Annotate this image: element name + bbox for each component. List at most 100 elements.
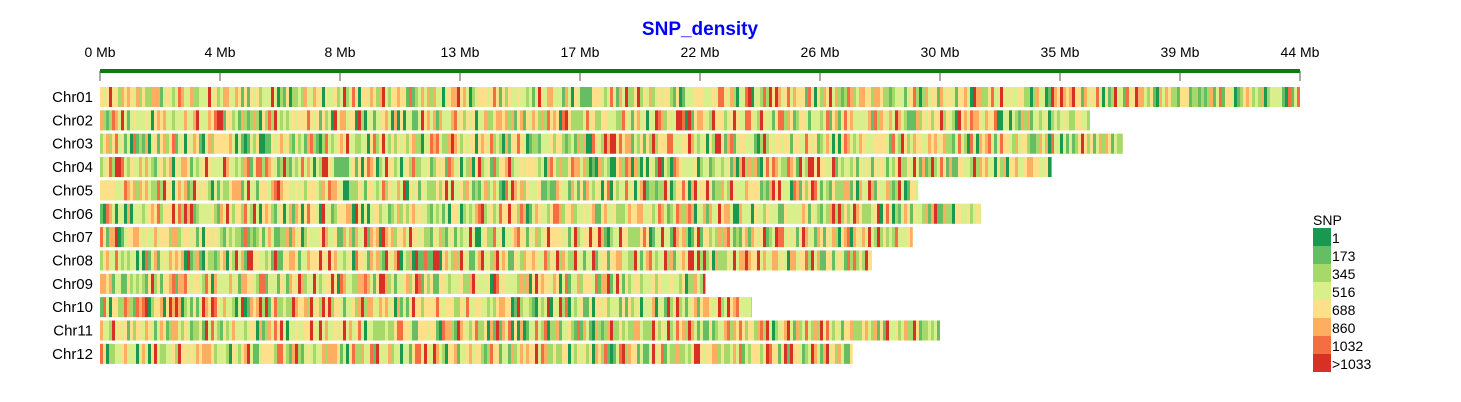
density-bin xyxy=(145,320,148,341)
density-bin xyxy=(778,133,781,154)
density-bin xyxy=(508,180,511,201)
density-bin xyxy=(892,87,895,107)
density-bin xyxy=(928,110,931,131)
density-bin xyxy=(181,250,184,271)
density-bin xyxy=(433,157,436,178)
density-bin xyxy=(385,273,388,294)
density-bin xyxy=(886,203,889,224)
density-bin xyxy=(949,203,952,224)
density-bin xyxy=(517,273,520,294)
density-bin xyxy=(631,203,634,224)
density-bin xyxy=(496,320,499,341)
density-bin xyxy=(562,180,565,201)
density-bin xyxy=(118,273,121,294)
density-bin xyxy=(427,227,430,248)
density-bin xyxy=(415,273,418,294)
density-bin xyxy=(910,180,913,201)
density-bin xyxy=(820,250,823,271)
density-bin xyxy=(553,250,556,271)
density-bin xyxy=(391,320,394,341)
density-bin xyxy=(448,203,451,224)
density-bin xyxy=(568,87,571,107)
density-bin xyxy=(601,157,604,178)
density-bin xyxy=(919,320,922,341)
density-bin xyxy=(598,110,601,131)
density-bin xyxy=(409,320,412,341)
density-bin xyxy=(259,157,262,178)
density-bin xyxy=(322,157,325,178)
density-bin xyxy=(316,157,319,178)
density-bin xyxy=(754,110,757,131)
density-bin xyxy=(868,157,871,178)
density-bin xyxy=(556,297,559,318)
density-bin xyxy=(730,203,733,224)
density-bin xyxy=(1087,87,1090,107)
density-bin xyxy=(436,110,439,131)
density-bin xyxy=(529,227,532,248)
density-bin xyxy=(226,180,229,201)
density-bin xyxy=(151,87,154,107)
density-bin xyxy=(163,133,166,154)
density-bin xyxy=(679,110,682,131)
density-bin xyxy=(115,87,118,107)
density-bin xyxy=(487,320,490,341)
density-bin xyxy=(349,203,352,224)
density-bin xyxy=(280,297,283,318)
density-bin xyxy=(664,343,667,364)
density-bin xyxy=(826,320,829,341)
density-bin xyxy=(214,203,217,224)
density-bin xyxy=(727,343,730,364)
density-bin xyxy=(826,110,829,131)
density-bin xyxy=(733,203,736,224)
density-bin xyxy=(127,250,130,271)
density-bin xyxy=(664,133,667,154)
density-bin xyxy=(499,110,502,131)
density-bin xyxy=(634,87,637,107)
density-bin xyxy=(724,203,727,224)
density-bin xyxy=(325,227,328,248)
density-bin xyxy=(580,133,583,154)
density-bin xyxy=(289,133,292,154)
density-bin xyxy=(1252,87,1255,107)
density-bin xyxy=(640,133,643,154)
density-bin xyxy=(832,110,835,131)
density-bin xyxy=(484,203,487,224)
density-bin xyxy=(445,203,448,224)
density-bin xyxy=(235,157,238,178)
density-bin xyxy=(877,180,880,201)
density-bin xyxy=(727,250,730,271)
density-bin xyxy=(970,110,973,131)
density-bin xyxy=(145,110,148,131)
density-bin xyxy=(637,273,640,294)
density-bin xyxy=(859,157,862,178)
density-bin xyxy=(523,273,526,294)
density-bin xyxy=(538,157,541,178)
density-bin xyxy=(919,133,922,154)
density-bin xyxy=(181,203,184,224)
density-bin xyxy=(853,87,856,107)
density-bin xyxy=(946,133,949,154)
density-bin xyxy=(331,87,334,107)
density-bin xyxy=(922,320,925,341)
density-bin xyxy=(457,203,460,224)
density-bin xyxy=(562,273,565,294)
density-bin xyxy=(697,133,700,154)
density-bin xyxy=(208,180,211,201)
density-bin xyxy=(712,320,715,341)
density-bin xyxy=(334,250,337,271)
density-bin xyxy=(589,133,592,154)
density-bin xyxy=(559,87,562,107)
density-bin xyxy=(451,343,454,364)
density-bin xyxy=(244,227,247,248)
density-bin xyxy=(961,110,964,131)
density-bin xyxy=(187,203,190,224)
density-bin xyxy=(811,227,814,248)
density-bin xyxy=(757,110,760,131)
density-bin xyxy=(304,87,307,107)
density-bin xyxy=(460,157,463,178)
density-bin xyxy=(589,157,592,178)
density-bin xyxy=(727,297,730,318)
density-bin xyxy=(1237,87,1240,107)
density-bin xyxy=(733,320,736,341)
density-bin xyxy=(226,343,229,364)
